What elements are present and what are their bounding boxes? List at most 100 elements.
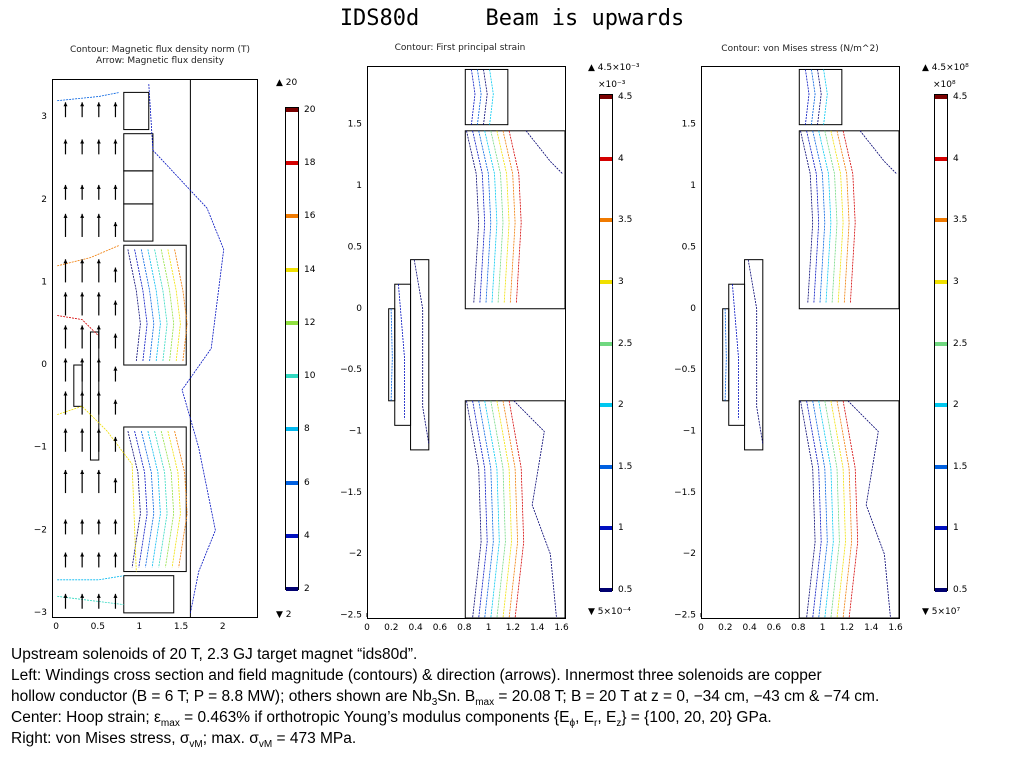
colorbar-level-mark — [935, 156, 947, 161]
flux-arrowhead — [96, 139, 101, 144]
caption-subscript: 3 — [431, 697, 438, 709]
x-tick-label: 0.4 — [408, 623, 423, 633]
colorbar-level-mark — [286, 533, 298, 538]
colorbar-tick-label: 8 — [304, 424, 310, 435]
x-tick-label: 0.4 — [742, 623, 757, 633]
colorbar-level-mark — [286, 480, 298, 485]
colorbar-level-mark — [600, 218, 612, 223]
colorbar-tick-label: 6 — [304, 477, 310, 488]
y-tick-label: −0.5 — [674, 365, 696, 375]
structure-block — [464, 130, 565, 310]
caption-subscript: vM — [258, 739, 273, 751]
structure-block — [798, 400, 899, 618]
strain-contour — [471, 69, 476, 125]
caption-text: = 0.463% if orthotropic Young’s modulus … — [179, 709, 570, 726]
strain-contour — [800, 130, 814, 303]
left-colorbar-max: ▲ 20 — [276, 78, 298, 88]
flux-arrowhead — [96, 184, 101, 189]
caption-line-2: Left: Windings cross section and field m… — [11, 665, 1016, 686]
caption-subscript: vM — [189, 739, 203, 751]
x-tick-label: 1.5 — [174, 622, 188, 632]
structure-block — [464, 68, 509, 126]
flux-arrowhead — [96, 428, 101, 433]
strain-contour — [477, 69, 482, 125]
flux-contour — [57, 595, 124, 605]
colorbar-level-mark — [600, 279, 612, 284]
strain-contour — [824, 130, 838, 303]
strain-contour — [472, 130, 486, 303]
strain-contour — [732, 284, 739, 420]
colorbar-level-mark — [286, 267, 298, 272]
right-colorbar-max: ▲ 4.5×10⁸ — [922, 63, 969, 73]
caption-subscript: r — [594, 718, 598, 730]
caption-line-1: Upstream solenoids of 20 T, 2.3 GJ targe… — [11, 644, 1016, 665]
strain-contour — [502, 400, 519, 618]
strain-contour — [830, 400, 846, 618]
y-tick-label: −1 — [349, 426, 362, 436]
strain-contour — [513, 400, 557, 618]
strain-contour — [496, 400, 512, 618]
center-contour-plot — [367, 66, 566, 619]
flux-contour — [147, 431, 161, 568]
caption-text: Center: Hoop strain; ε — [11, 709, 161, 726]
strain-contour — [842, 400, 859, 618]
y-tick-label: 3 — [41, 112, 47, 122]
colorbar-tick-label: 2.5 — [953, 338, 968, 349]
coil-cross-section — [123, 575, 175, 614]
strain-contour — [478, 400, 494, 618]
colorbar-tick-label: 1.5 — [618, 461, 633, 472]
caption-text: ; max. σ — [202, 730, 259, 747]
caption-text: = 20.08 T; B = 20 T at z = 0, −34 cm, −4… — [494, 688, 880, 705]
x-tick-label: 1 — [486, 623, 492, 633]
flux-arrowhead — [113, 399, 118, 404]
x-tick-label: 1 — [820, 623, 826, 633]
strain-contour — [490, 400, 506, 618]
caption-text: , E — [597, 709, 617, 726]
colorbar-level-mark — [935, 526, 947, 531]
colorbar-level-mark — [286, 214, 298, 219]
caption-text: Right: von Mises stress, σ — [11, 730, 190, 747]
caption-text: Left: Windings cross section and field m… — [11, 667, 822, 684]
colorbar-tick-label: 2 — [953, 400, 959, 411]
y-tick-label: 0 — [41, 360, 47, 370]
colorbar-tick-label: 20 — [304, 105, 316, 115]
flux-arrowhead — [113, 366, 118, 371]
x-tick-label: 1.6 — [554, 623, 569, 633]
caption-line-5: Right: von Mises stress, σvM; max. σvM =… — [11, 728, 1016, 751]
structure-block — [464, 400, 565, 618]
colorbar-level-mark — [600, 588, 612, 592]
y-tick-label: −2 — [683, 549, 696, 559]
flux-contour — [140, 431, 155, 568]
x-tick-label: 0.2 — [384, 623, 398, 633]
flux-arrowhead — [63, 292, 68, 297]
x-tick-label: 0.6 — [433, 623, 448, 633]
flux-arrowhead — [96, 391, 101, 396]
strain-contour — [724, 308, 727, 401]
flux-arrowhead — [96, 358, 101, 363]
left-contour-plot — [52, 79, 258, 618]
structure-block — [798, 68, 843, 126]
flux-arrowhead — [96, 593, 101, 598]
flux-arrowhead — [80, 184, 85, 189]
coil-cross-section — [123, 203, 154, 242]
colorbar-tick-label: 2.5 — [618, 338, 633, 349]
colorbar-tick-label: 4.5 — [618, 92, 633, 102]
y-tick-label: −2.5 — [674, 611, 696, 621]
y-tick-label: −2 — [34, 525, 47, 535]
x-tick-label: 1 — [137, 622, 143, 632]
colorbar-tick-label: 1 — [618, 523, 624, 534]
x-tick-label: 1.6 — [888, 623, 903, 633]
colorbar-tick-label: 3 — [618, 276, 624, 287]
flux-contour — [57, 244, 120, 267]
flux-contour — [154, 249, 168, 361]
x-tick-label: 0.6 — [767, 623, 782, 633]
center-colorbar-max: ▲ 4.5×10⁻³ — [588, 63, 640, 73]
strain-contour — [484, 130, 498, 303]
y-tick-label: −1.5 — [340, 488, 362, 498]
colorbar-tick-label: 2 — [618, 400, 624, 411]
flux-contour — [57, 92, 120, 102]
flux-arrowhead — [96, 325, 101, 330]
flux-contour — [167, 431, 181, 568]
